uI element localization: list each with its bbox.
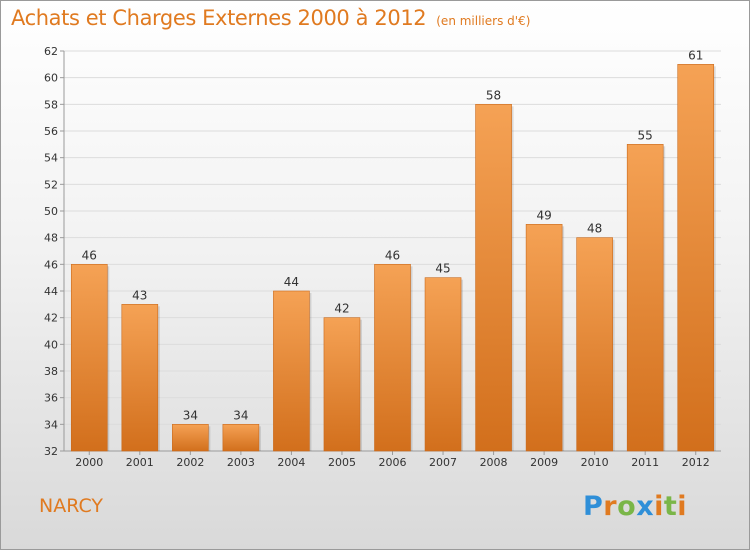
x-tick-label: 2002 — [176, 456, 204, 469]
logo-letter: o — [617, 491, 637, 522]
y-tick-label: 46 — [44, 258, 58, 271]
y-tick-label: 48 — [44, 232, 58, 245]
x-tick-label: 2009 — [530, 456, 558, 469]
bar-2010 — [576, 237, 613, 452]
bar-2005 — [323, 317, 361, 452]
data-label: 46 — [385, 248, 400, 262]
bar-2007 — [424, 277, 462, 452]
y-tick-label: 44 — [44, 285, 58, 298]
x-tick-label: 2008 — [480, 456, 508, 469]
bar-2004 — [273, 290, 310, 452]
labels: 2000 46 2001 43 2002 34 2003 34 2004 44 2005 42 2006… — [75, 48, 709, 469]
bars — [70, 64, 716, 452]
x-tick-label: 2006 — [379, 456, 407, 469]
y-tick-label: 36 — [44, 392, 58, 405]
data-label: 49 — [536, 208, 551, 222]
bar-2009 — [525, 224, 563, 452]
bar-2011 — [626, 144, 664, 452]
proxiti-logo: Proxiti — [583, 491, 687, 522]
logo-letter: x — [636, 491, 655, 522]
data-label: 44 — [284, 275, 299, 289]
bar-2000 — [70, 264, 108, 452]
y-tick-label: 50 — [44, 205, 58, 218]
chart-title-text: Achats et Charges Externes 2000 à 2012 — [11, 6, 427, 30]
data-label: 61 — [688, 48, 703, 62]
x-tick-label: 2011 — [631, 456, 659, 469]
y-tick-label: 62 — [44, 45, 58, 58]
y-tick-label: 60 — [44, 72, 58, 85]
bar-2008 — [475, 104, 512, 452]
data-label: 43 — [132, 288, 147, 302]
place-name: NARCY — [39, 495, 104, 517]
data-label: 34 — [183, 408, 198, 422]
logo-letter: i — [654, 491, 664, 522]
bar-2012 — [677, 64, 715, 452]
data-label: 55 — [638, 128, 653, 142]
logo-letter: r — [603, 491, 618, 522]
y-tick-label: 42 — [44, 312, 58, 325]
data-label: 45 — [435, 262, 450, 276]
data-label: 34 — [233, 408, 248, 422]
data-label: 42 — [334, 302, 349, 316]
y-tick-label: 34 — [44, 418, 58, 431]
y-tick-label: 40 — [44, 338, 58, 351]
x-tick-label: 2004 — [277, 456, 305, 469]
logo-letter: P — [583, 491, 604, 522]
x-tick-label: 2003 — [227, 456, 255, 469]
y-tick-label: 56 — [44, 125, 58, 138]
x-tick-label: 2001 — [126, 456, 154, 469]
y-tick-label: 32 — [44, 445, 58, 458]
data-label: 48 — [587, 222, 602, 236]
bar-2006 — [374, 264, 411, 452]
y-tick-label: 58 — [44, 98, 58, 111]
y-tick-label: 52 — [44, 178, 58, 191]
x-tick-label: 2010 — [581, 456, 609, 469]
y-tick-label: 54 — [44, 152, 58, 165]
x-tick-label: 2007 — [429, 456, 457, 469]
data-label: 46 — [82, 248, 97, 262]
chart-title: Achats et Charges Externes 2000 à 2012 (e… — [11, 6, 530, 30]
logo-letter: t — [663, 491, 678, 522]
chart-unit-note: (en milliers d'€) — [436, 14, 531, 28]
bar-2002 — [172, 424, 209, 452]
x-tick-label: 2000 — [75, 456, 103, 469]
x-tick-label: 2012 — [682, 456, 710, 469]
y-tick-label: 38 — [44, 365, 58, 378]
data-label: 58 — [486, 88, 501, 102]
bar-2003 — [222, 424, 260, 452]
bar-2001 — [121, 304, 159, 452]
logo-letter: i — [677, 491, 688, 522]
x-tick-label: 2005 — [328, 456, 356, 469]
